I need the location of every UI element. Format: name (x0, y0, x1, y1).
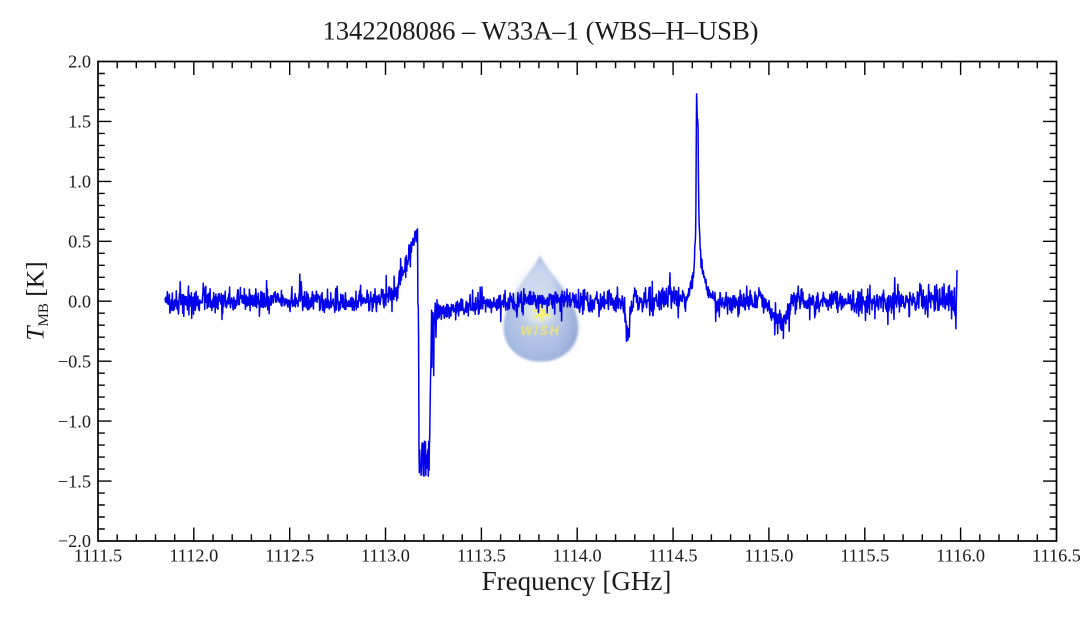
svg-text:1113.5: 1113.5 (457, 546, 506, 566)
svg-text:1112.5: 1112.5 (265, 546, 314, 566)
svg-text:1112.0: 1112.0 (169, 546, 218, 566)
svg-text:1115.5: 1115.5 (840, 546, 889, 566)
svg-text:1111.5: 1111.5 (74, 546, 122, 566)
svg-text:−0.5: −0.5 (58, 351, 91, 371)
svg-text:−1.0: −1.0 (58, 411, 91, 431)
svg-text:0.5: 0.5 (68, 232, 91, 252)
svg-text:1116.0: 1116.0 (936, 546, 985, 566)
svg-text:−1.5: −1.5 (58, 471, 91, 491)
svg-text:1116.5: 1116.5 (1032, 546, 1080, 566)
svg-text:1342208086 – W33A–1 (WBS–H–USB: 1342208086 – W33A–1 (WBS–H–USB) (322, 16, 758, 46)
svg-text:1.0: 1.0 (68, 172, 91, 192)
svg-text:1115.0: 1115.0 (744, 546, 793, 566)
svg-text:0.0: 0.0 (68, 291, 91, 311)
svg-text:1113.0: 1113.0 (361, 546, 410, 566)
svg-text:−2.0: −2.0 (58, 531, 91, 551)
svg-text:Frequency [GHz]: Frequency [GHz] (482, 566, 672, 596)
svg-text:2.0: 2.0 (68, 52, 91, 72)
svg-text:1.5: 1.5 (68, 112, 91, 132)
svg-text:1114.5: 1114.5 (649, 546, 698, 566)
svg-text:1114.0: 1114.0 (553, 546, 602, 566)
svg-text:TMB [K]: TMB [K] (21, 261, 53, 340)
svg-text:WISH: WISH (521, 324, 561, 338)
